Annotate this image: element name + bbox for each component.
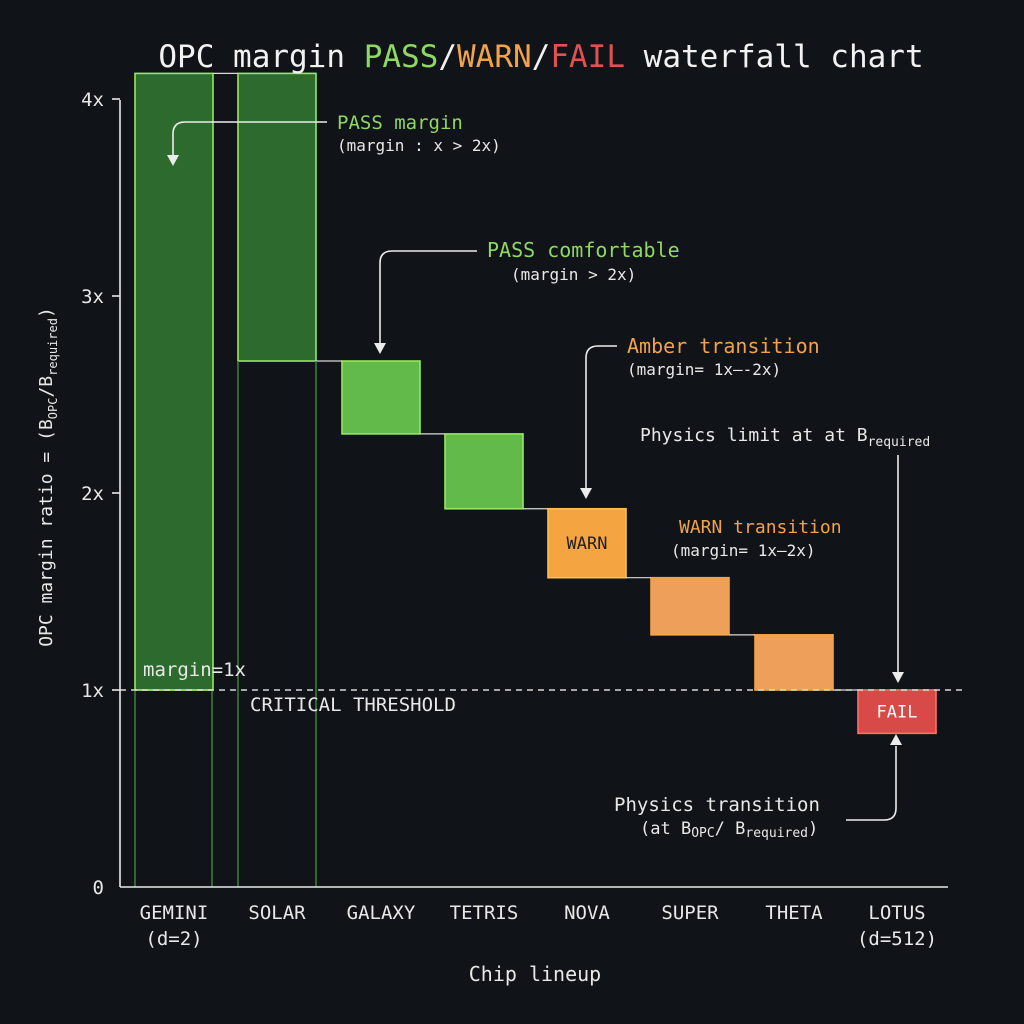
annotation-physics-transition-part-3: required	[745, 826, 808, 841]
y-tick-label-1: 1x	[81, 680, 104, 702]
annotation-physics-limit-arrow	[892, 672, 904, 683]
threshold-margin-label: margin=1x	[143, 659, 246, 681]
annotation-amber-leader	[585, 345, 617, 488]
annotation-pass-margin-subtitle: (margin : x > 2x)	[337, 136, 501, 155]
y-axis-label: OPC margin ratio = (BOPC/Brequired)	[36, 307, 60, 647]
x-tick-label-6: THETA	[765, 902, 823, 924]
bar-4	[547, 507, 627, 579]
annotation-amber-subtitle: (margin= 1x—-2x)	[627, 360, 781, 379]
annotation-pass-margin-arrow	[167, 155, 179, 166]
annotation-physics-transition-part-4: )	[808, 819, 818, 839]
bar-7	[857, 689, 937, 735]
x-tick-label-4: NOVA	[564, 902, 610, 924]
y-axis-label-part-2: /B	[36, 376, 57, 398]
bar-2	[341, 360, 421, 435]
annotation-pass-margin-title: PASS margin	[337, 112, 463, 134]
y-axis-label-part-0: OPC margin ratio = (B	[36, 419, 57, 647]
y-axis-label-part-3: required	[46, 318, 60, 376]
annotation-physics-limit-text: Physics limit at at B	[640, 425, 868, 446]
x-tick-label-5: SUPER	[661, 902, 719, 924]
annotation-physics-limit: Physics limit at at Brequired	[640, 425, 930, 450]
annotation-physics-transition-part-2: / B	[715, 819, 746, 839]
annotation-pass-comfortable-subtitle: (margin > 2x)	[511, 265, 636, 284]
annotation-physics-transition-leader	[846, 746, 897, 821]
bar-label-7: FAIL	[877, 703, 918, 723]
x-axis-label: Chip lineup	[469, 962, 601, 986]
y-tick-label-3: 3x	[81, 286, 104, 308]
x-tick-label-7: LOTUS	[868, 902, 925, 924]
labels-layer: OPC margin PASS/WARN/FAIL waterfall char…	[36, 39, 937, 986]
annotation-warn-title: WARN transition	[679, 517, 842, 538]
chart-title: OPC margin PASS/WARN/FAIL waterfall char…	[158, 39, 923, 75]
annotation-physics-transition-subtitle: (at BOPC/ Brequired)	[640, 819, 818, 841]
bar-6	[754, 634, 834, 691]
chart-title-part-4: /	[532, 39, 551, 75]
chart-title-part-6: waterfall chart	[625, 39, 924, 75]
annotation-pass-comfortable-title: PASS comfortable	[487, 238, 680, 262]
annotation-amber-title: Amber transition	[627, 334, 820, 358]
chart-title-part-5: FAIL	[550, 39, 625, 75]
bar-5	[650, 576, 730, 636]
chart-title-part-2: /	[438, 39, 457, 75]
annotation-amber-arrow	[580, 488, 592, 499]
y-tick-label-2: 2x	[81, 483, 104, 505]
bar-1	[237, 72, 317, 362]
axes-layer	[112, 98, 962, 888]
chart-title-part-3: WARN	[457, 39, 532, 75]
annotation-pass-comfortable-arrow	[374, 343, 386, 354]
y-tick-label-0: 0	[93, 877, 104, 899]
annotation-physics-limit-sub: required	[868, 435, 931, 450]
bar-3	[444, 433, 524, 510]
annotation-physics-transition-part-1: OPC	[691, 826, 714, 841]
x-tick-label-2: GALAXY	[347, 902, 416, 924]
annotation-physics-transition-arrow	[890, 734, 902, 745]
annotation-pass-comfortable-leader	[379, 250, 477, 343]
x-tick-label-1: SOLAR	[248, 902, 306, 924]
y-tick-label-4: 4x	[81, 89, 104, 111]
annotations-layer: PASS margin (margin : x > 2x) PASS comfort…	[167, 112, 930, 841]
x-tick-label-0: GEMINI	[140, 902, 209, 924]
bars-layer	[134, 72, 937, 887]
y-axis-label-part-4: )	[36, 307, 57, 318]
chart-title-part-1: PASS	[364, 39, 439, 75]
x-tick-sublabel-0: (d=2)	[145, 928, 202, 950]
threshold-label: CRITICAL THRESHOLD	[250, 694, 456, 716]
bar-0	[134, 72, 214, 691]
annotation-pass-margin-leader	[172, 121, 327, 156]
x-tick-label-3: TETRIS	[450, 902, 519, 924]
annotation-physics-transition-part-0: (at B	[640, 819, 691, 839]
chart-title-part-0: OPC margin	[158, 39, 363, 75]
annotation-physics-transition-title: Physics transition	[614, 794, 820, 816]
y-axis-label-part-1: OPC	[46, 398, 60, 420]
annotation-warn-subtitle: (margin= 1x—2x)	[671, 541, 816, 560]
x-tick-sublabel-7: (d=512)	[857, 928, 937, 950]
bar-label-4: WARN	[567, 534, 608, 554]
